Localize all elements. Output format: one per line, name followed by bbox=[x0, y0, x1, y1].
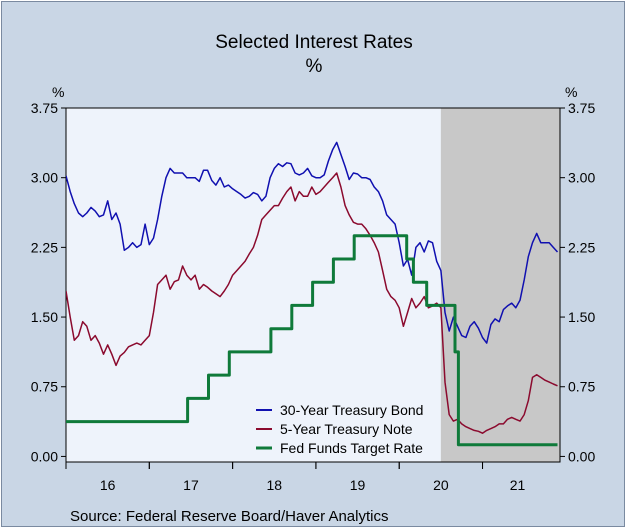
y-tick-label-left: 0.75 bbox=[31, 379, 58, 395]
y-tick-label-right: 3.00 bbox=[568, 170, 595, 186]
series-line-2 bbox=[66, 234, 558, 447]
left-unit-label: % bbox=[52, 84, 65, 100]
chart-subtitle: % bbox=[305, 56, 323, 77]
x-tick-label: 16 bbox=[100, 477, 116, 493]
x-tick-label: 17 bbox=[183, 477, 199, 493]
x-tick-label: 20 bbox=[433, 477, 449, 493]
recession-band bbox=[440, 108, 560, 462]
plot-border bbox=[65, 107, 561, 463]
y-tick-label-right: 3.75 bbox=[568, 100, 595, 116]
y-tick-label-left: 3.75 bbox=[31, 100, 58, 116]
legend-label-2: Fed Funds Target Rate bbox=[280, 440, 423, 456]
legend-label-0: 30-Year Treasury Bond bbox=[280, 402, 423, 418]
series-line-0 bbox=[66, 141, 559, 344]
y-tick-label-left: 2.25 bbox=[31, 239, 58, 255]
y-tick-label-left: 3.00 bbox=[31, 170, 58, 186]
legend-label-1: 5-Year Treasury Note bbox=[280, 421, 413, 437]
right-unit-label: % bbox=[565, 84, 578, 100]
source-note: Source: Federal Reserve Board/Haver Anal… bbox=[70, 508, 389, 525]
y-tick-label-right: 0.00 bbox=[568, 448, 595, 464]
y-tick-label-left: 1.50 bbox=[31, 309, 58, 325]
y-tick-label-right: 2.25 bbox=[568, 239, 595, 255]
chart-title: Selected Interest Rates bbox=[215, 32, 413, 53]
y-tick-label-right: 1.50 bbox=[568, 309, 595, 325]
y-tick-label-left: 0.00 bbox=[31, 448, 58, 464]
x-tick-label: 18 bbox=[266, 477, 282, 493]
x-tick-label: 21 bbox=[510, 477, 526, 493]
y-tick-label-right: 0.75 bbox=[568, 379, 595, 395]
x-tick-label: 19 bbox=[350, 477, 366, 493]
series-line-1 bbox=[66, 172, 558, 434]
